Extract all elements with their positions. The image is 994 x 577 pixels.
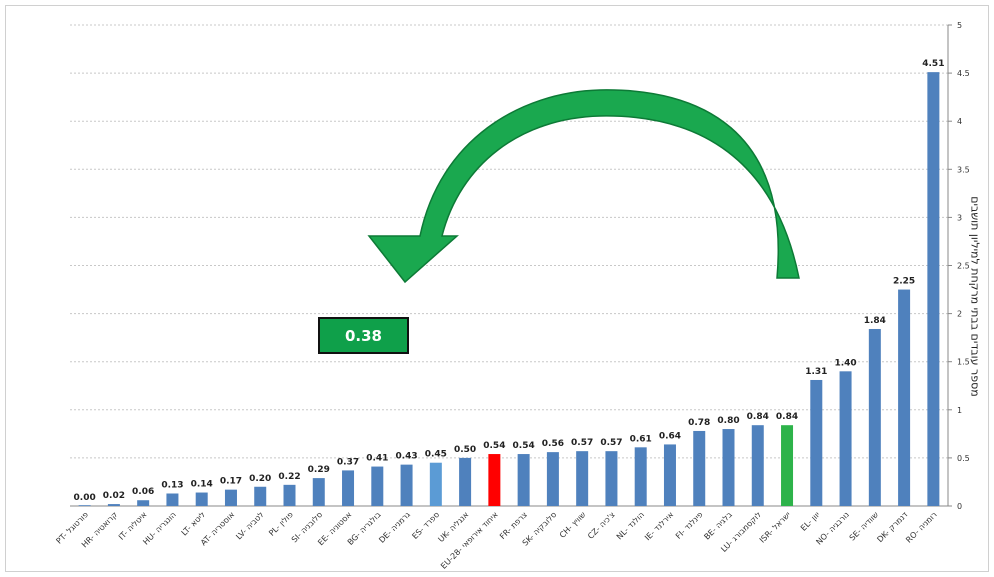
data-label: 0.20 — [249, 474, 271, 484]
x-tick-label: EL- יוון — [799, 510, 822, 533]
data-label: 0.78 — [688, 418, 710, 428]
bar — [517, 454, 530, 506]
data-label: 0.80 — [717, 416, 739, 426]
data-label: 0.57 — [571, 438, 593, 448]
bar — [459, 457, 472, 506]
bar — [195, 492, 208, 506]
bar — [400, 464, 413, 506]
y-tick-label: 4.5 — [957, 69, 970, 78]
x-tick-label: CZ- צ'כיה — [586, 510, 617, 541]
data-label: 4.51 — [922, 59, 944, 69]
bar — [927, 72, 940, 506]
curved-arrow — [367, 89, 800, 284]
bar — [342, 470, 355, 506]
bar — [810, 379, 823, 506]
y-tick-label: 5 — [957, 21, 962, 30]
bar — [605, 451, 618, 506]
bar — [546, 452, 559, 506]
data-label: 0.50 — [454, 445, 476, 455]
y-tick-label: 3.5 — [957, 165, 970, 174]
data-label: 1.40 — [834, 358, 856, 368]
data-label: 0.84 — [747, 412, 769, 422]
bar — [254, 486, 267, 506]
x-tick-label: FI- פינלנד — [674, 510, 705, 541]
data-label: 0.41 — [366, 454, 388, 464]
data-label: 0.29 — [308, 465, 330, 475]
bar — [751, 425, 764, 506]
chart-frame — [5, 5, 989, 572]
bar — [898, 289, 911, 506]
bar — [312, 478, 325, 506]
x-tick-label: LV- לטביה — [234, 510, 265, 541]
bar — [166, 493, 179, 506]
bar — [634, 447, 647, 506]
data-label: 0.43 — [395, 452, 417, 462]
x-tick-label: PL- פולין — [267, 510, 295, 538]
data-label: 0.61 — [630, 434, 652, 444]
x-tick-label: CH- שוויץ — [558, 510, 588, 540]
data-label: 0.02 — [103, 491, 125, 501]
bar — [663, 444, 676, 506]
bar — [224, 489, 237, 506]
y-tick-label: 3 — [957, 213, 962, 222]
data-label: 0.13 — [161, 480, 183, 490]
x-tick-label: NL- הולנד — [615, 510, 646, 541]
bar — [576, 451, 589, 506]
data-label: 0.84 — [776, 412, 798, 422]
bar — [722, 429, 735, 506]
bar — [78, 505, 91, 506]
y-tick-label: 1.5 — [957, 358, 970, 367]
callout-box: 0.38 — [318, 317, 409, 354]
bar — [868, 328, 881, 506]
bar — [371, 466, 384, 506]
data-label: 0.45 — [425, 450, 447, 460]
bar — [429, 462, 442, 506]
y-tick-label: 0 — [957, 502, 962, 511]
data-label: 0.54 — [483, 441, 505, 451]
data-label: 0.17 — [220, 477, 242, 487]
data-label: 0.06 — [132, 487, 154, 497]
bar — [137, 500, 150, 506]
x-tick-label: LT- ליטא — [180, 510, 207, 537]
bar — [693, 430, 706, 506]
y-tick-label: 2.5 — [957, 262, 970, 271]
bar — [488, 454, 501, 506]
x-tick-label: DE- גרמניה — [377, 510, 412, 545]
data-label: 0.57 — [600, 438, 622, 448]
x-tick-label: RO- רומניה — [904, 510, 939, 545]
x-tick-label: ISR- ישראל — [758, 510, 793, 545]
y-tick-label: 1 — [957, 406, 962, 415]
data-label: 0.54 — [513, 441, 535, 451]
data-label: 0.37 — [337, 457, 359, 467]
x-tick-label: EU-28- איחוד אירופאי — [439, 510, 500, 571]
bar — [781, 425, 794, 506]
data-label: 2.25 — [893, 277, 915, 287]
bar — [283, 484, 296, 506]
y-axis-title: מספר עובדים בבתי מרקחת למיליון תושבים — [968, 196, 982, 397]
y-tick-label: 0.5 — [957, 454, 970, 463]
data-label: 0.64 — [659, 431, 681, 441]
data-label: 0.00 — [74, 493, 96, 503]
data-label: 1.84 — [864, 316, 886, 326]
bar — [107, 504, 120, 506]
data-label: 0.56 — [542, 439, 564, 449]
y-tick-label: 4 — [957, 117, 962, 126]
data-label: 0.22 — [278, 472, 300, 482]
data-label: 0.14 — [191, 480, 213, 490]
data-label: 1.31 — [805, 367, 827, 377]
bar — [839, 371, 852, 506]
y-tick-label: 2 — [957, 310, 962, 319]
x-tick-label: IE- אירלנד — [643, 510, 675, 542]
